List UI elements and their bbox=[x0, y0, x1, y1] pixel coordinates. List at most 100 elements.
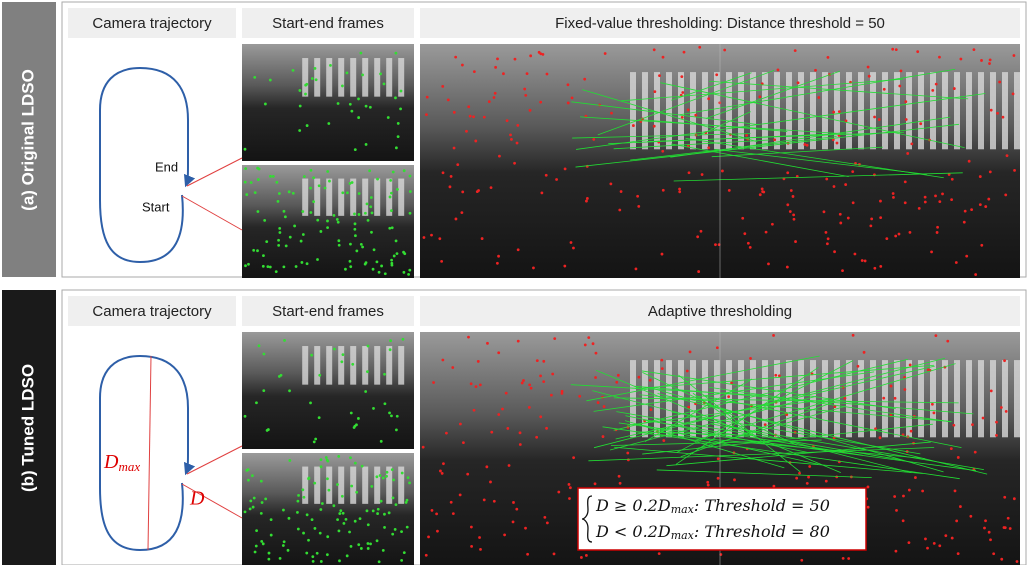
feature-point bbox=[814, 69, 817, 72]
feature-point bbox=[914, 476, 917, 479]
feature-point bbox=[395, 239, 398, 242]
fence-bar bbox=[966, 72, 972, 149]
feature-point bbox=[396, 252, 399, 255]
feature-point bbox=[263, 353, 266, 356]
feature-point bbox=[342, 512, 345, 515]
feature-point bbox=[342, 353, 345, 356]
feature-point bbox=[563, 265, 566, 268]
feature-point bbox=[264, 103, 267, 106]
feature-point bbox=[284, 215, 287, 218]
feature-point bbox=[707, 146, 710, 149]
feature-point bbox=[980, 244, 983, 247]
feature-point bbox=[585, 554, 588, 557]
feature-point bbox=[998, 81, 1001, 84]
feature-point bbox=[792, 195, 795, 198]
fence-bar bbox=[326, 346, 332, 385]
feature-point bbox=[390, 259, 393, 262]
feature-point bbox=[262, 542, 265, 545]
feature-point bbox=[391, 226, 394, 229]
feature-point bbox=[341, 85, 344, 88]
feature-point bbox=[950, 447, 953, 450]
feature-point bbox=[341, 495, 344, 498]
feature-point bbox=[270, 534, 273, 537]
feature-point bbox=[823, 210, 826, 213]
feature-point bbox=[543, 516, 546, 519]
feature-point bbox=[326, 460, 329, 463]
formula-rhs: : Threshold = 50 bbox=[694, 496, 830, 515]
feature-point bbox=[568, 483, 571, 486]
feature-point bbox=[980, 59, 983, 62]
feature-point bbox=[921, 490, 924, 493]
fence-bar bbox=[374, 467, 380, 504]
fence-bar bbox=[314, 58, 320, 97]
feature-point bbox=[539, 415, 542, 418]
feature-point bbox=[895, 48, 898, 51]
feature-point bbox=[462, 441, 465, 444]
fence-bar bbox=[326, 179, 332, 216]
feature-point bbox=[336, 483, 339, 486]
feature-point bbox=[934, 194, 937, 197]
feature-point bbox=[383, 373, 386, 376]
feature-point bbox=[1003, 359, 1006, 362]
feature-point bbox=[797, 81, 800, 84]
feature-point bbox=[902, 519, 905, 522]
feature-point bbox=[392, 171, 395, 174]
feature-point bbox=[789, 210, 792, 213]
feature-point bbox=[376, 260, 379, 263]
column-header: Camera trajectory bbox=[92, 15, 212, 32]
feature-point bbox=[539, 101, 542, 104]
feature-point bbox=[311, 555, 314, 558]
feature-point bbox=[333, 348, 336, 351]
feature-point bbox=[988, 62, 991, 65]
feature-point bbox=[318, 416, 321, 419]
fence-bar bbox=[362, 467, 368, 504]
feature-point bbox=[700, 230, 703, 233]
feature-point bbox=[1012, 92, 1015, 95]
feature-point bbox=[707, 97, 710, 100]
feature-point bbox=[660, 359, 663, 362]
feature-point bbox=[488, 100, 491, 103]
distance-label: D bbox=[189, 488, 205, 510]
feature-point bbox=[847, 557, 850, 560]
feature-point bbox=[369, 106, 372, 109]
column-header: Start-end frames bbox=[272, 303, 384, 320]
feature-point bbox=[906, 152, 909, 155]
formula-lhs: D < 0.2D bbox=[595, 522, 671, 541]
feature-point bbox=[951, 537, 954, 540]
feature-point bbox=[365, 261, 368, 264]
feature-point bbox=[383, 82, 386, 85]
feature-point bbox=[1003, 496, 1006, 499]
feature-point bbox=[456, 163, 459, 166]
feature-point bbox=[892, 192, 895, 195]
feature-point bbox=[470, 526, 473, 529]
feature-point bbox=[759, 193, 762, 196]
formula-line: D ≥ 0.2Dmax: Threshold = 50 bbox=[595, 496, 830, 517]
feature-point bbox=[298, 89, 301, 92]
feature-point bbox=[403, 169, 406, 172]
feature-point bbox=[311, 518, 314, 521]
feature-point bbox=[505, 392, 508, 395]
feature-point bbox=[490, 431, 493, 434]
feature-point bbox=[833, 250, 836, 253]
feature-point bbox=[454, 56, 457, 59]
feature-point bbox=[295, 265, 298, 268]
feature-point bbox=[542, 360, 545, 363]
feature-point bbox=[407, 273, 410, 276]
feature-point bbox=[1000, 558, 1003, 561]
feature-point bbox=[938, 200, 941, 203]
feature-point bbox=[302, 532, 305, 535]
feature-point bbox=[344, 268, 347, 271]
feature-point bbox=[854, 253, 857, 256]
feature-point bbox=[451, 366, 454, 369]
feature-point bbox=[338, 512, 341, 515]
feature-point bbox=[367, 219, 370, 222]
feature-point bbox=[503, 534, 506, 537]
feature-point bbox=[570, 241, 573, 244]
feature-point bbox=[924, 538, 927, 541]
feature-point bbox=[441, 472, 444, 475]
feature-point bbox=[847, 217, 850, 220]
feature-point bbox=[479, 548, 482, 551]
feature-point bbox=[894, 397, 897, 400]
feature-point bbox=[982, 417, 985, 420]
feature-point bbox=[512, 520, 515, 523]
